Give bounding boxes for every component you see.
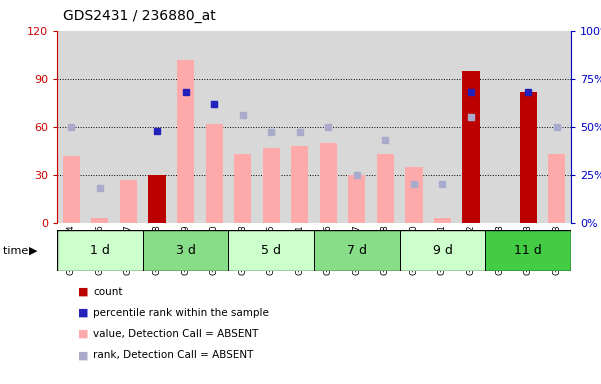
Bar [462, 71, 480, 223]
Text: ▶: ▶ [29, 245, 37, 256]
Bar [63, 156, 80, 223]
Bar [57, 31, 85, 223]
Bar [148, 175, 165, 223]
Bar [314, 230, 400, 271]
Text: ■: ■ [78, 308, 88, 318]
Bar [57, 230, 143, 271]
Bar [200, 31, 228, 223]
Bar [371, 31, 400, 223]
Bar [228, 31, 257, 223]
Bar [428, 31, 457, 223]
Bar [514, 31, 542, 223]
Bar [206, 124, 222, 223]
Bar [400, 31, 428, 223]
Bar [228, 230, 314, 271]
Bar [91, 218, 108, 223]
Text: 3 d: 3 d [175, 244, 195, 257]
Text: ■: ■ [78, 350, 88, 360]
Bar [343, 31, 371, 223]
Bar [485, 230, 571, 271]
Text: 1 d: 1 d [90, 244, 110, 257]
Text: 11 d: 11 d [514, 244, 542, 257]
Text: percentile rank within the sample: percentile rank within the sample [93, 308, 269, 318]
Bar [377, 154, 394, 223]
Bar [120, 180, 137, 223]
Bar [314, 31, 343, 223]
Bar [285, 31, 314, 223]
Bar [177, 60, 194, 223]
Text: 7 d: 7 d [347, 244, 367, 257]
Text: ■: ■ [78, 287, 88, 297]
Text: 5 d: 5 d [261, 244, 281, 257]
Bar [320, 143, 337, 223]
Bar [263, 147, 279, 223]
Text: value, Detection Call = ABSENT: value, Detection Call = ABSENT [93, 329, 258, 339]
Bar [548, 154, 565, 223]
Bar [462, 71, 480, 223]
Bar [400, 230, 485, 271]
Bar [457, 31, 485, 223]
Bar [348, 175, 365, 223]
Bar [291, 146, 308, 223]
Bar [142, 31, 171, 223]
Text: rank, Detection Call = ABSENT: rank, Detection Call = ABSENT [93, 350, 254, 360]
Bar [85, 31, 114, 223]
Bar [234, 154, 251, 223]
Bar [485, 31, 514, 223]
Bar [519, 91, 537, 223]
Bar [405, 167, 423, 223]
Text: time: time [3, 245, 32, 256]
Bar [434, 218, 451, 223]
Text: GDS2431 / 236880_at: GDS2431 / 236880_at [63, 9, 216, 23]
Bar [257, 31, 285, 223]
Bar [171, 31, 200, 223]
Bar [114, 31, 143, 223]
Bar [142, 230, 228, 271]
Text: count: count [93, 287, 123, 297]
Text: ■: ■ [78, 329, 88, 339]
Text: 9 d: 9 d [433, 244, 453, 257]
Bar [542, 31, 571, 223]
